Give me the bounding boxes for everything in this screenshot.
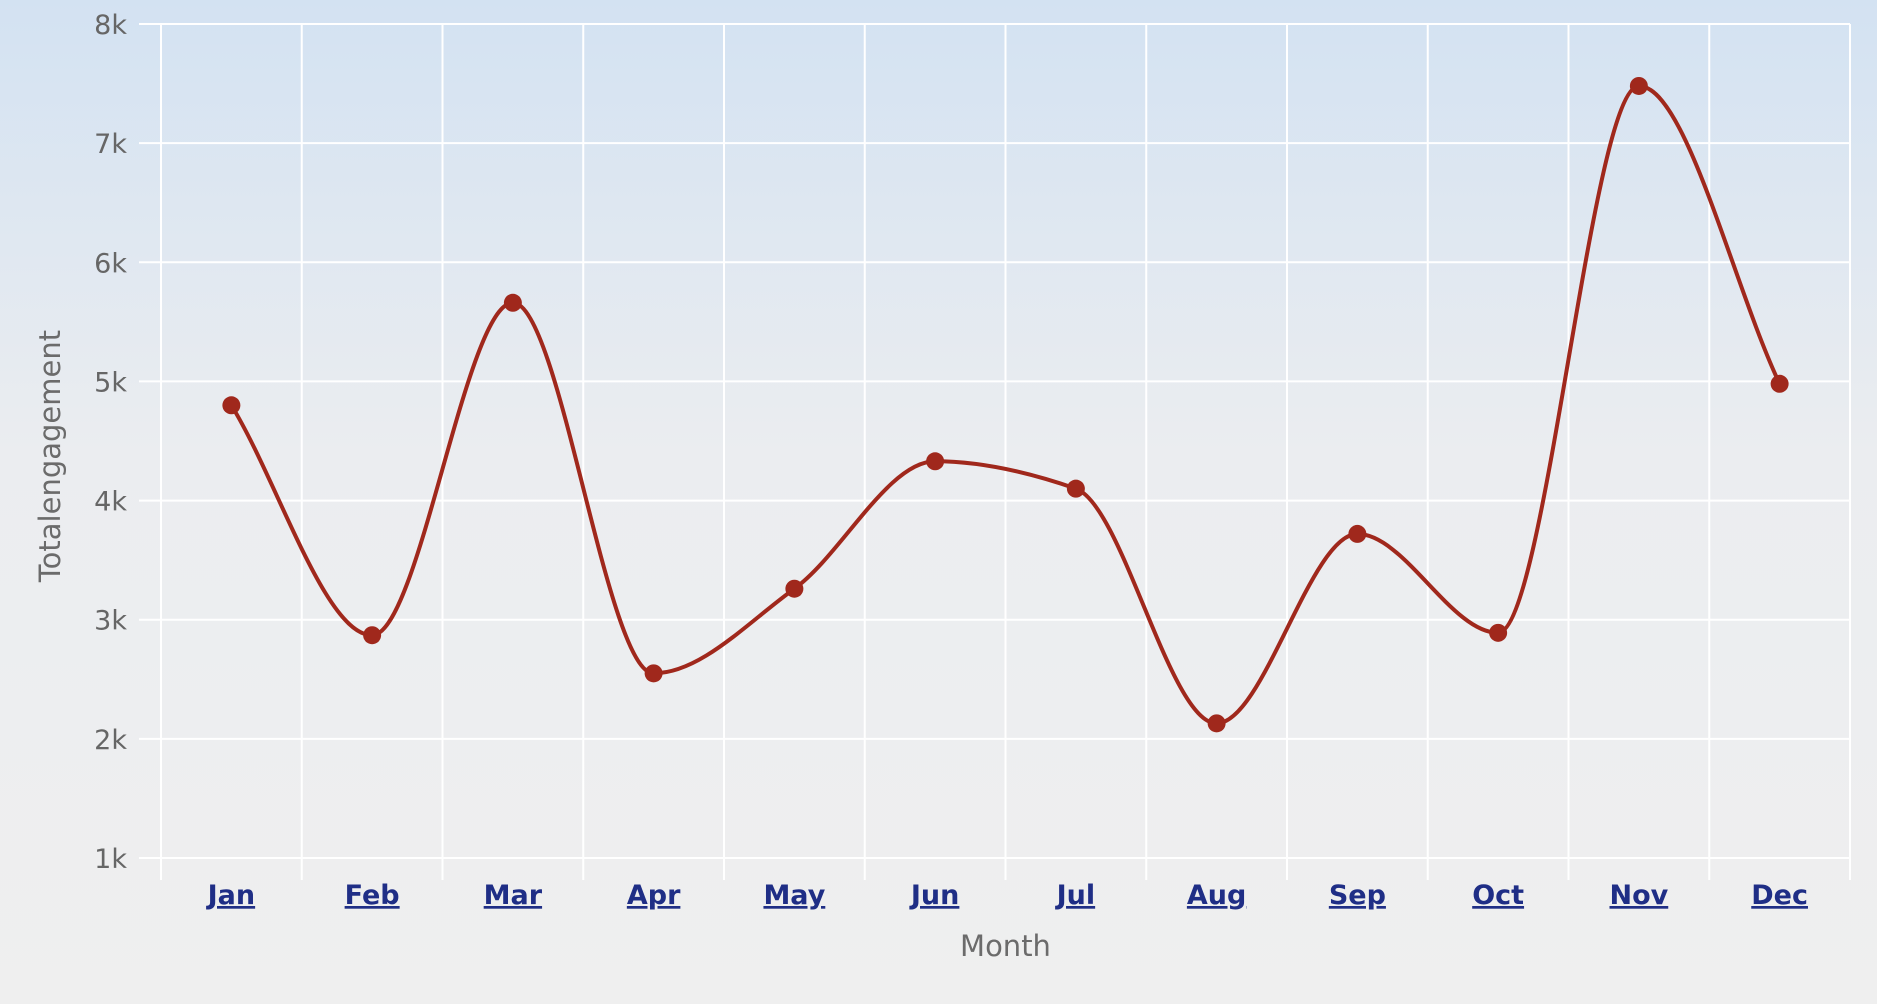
x-tick-label-link[interactable]: Jun xyxy=(909,880,960,911)
y-tick-label: 6k xyxy=(94,248,127,279)
series-line xyxy=(229,83,1782,726)
x-tick-label-link[interactable]: Feb xyxy=(345,880,400,911)
grid xyxy=(160,23,1851,880)
x-tick-label-link[interactable]: Jul xyxy=(1055,880,1096,911)
y-tick-label: 8k xyxy=(94,10,127,41)
data-point-aug[interactable] xyxy=(1207,714,1226,733)
data-point-jul[interactable] xyxy=(1066,479,1085,498)
x-tick-label-link[interactable]: Apr xyxy=(627,880,681,911)
y-tick-label: 5k xyxy=(94,367,127,398)
data-point-sep[interactable] xyxy=(1348,524,1367,543)
data-point-jan[interactable] xyxy=(222,396,241,415)
data-point-dec[interactable] xyxy=(1770,374,1789,393)
data-point-oct[interactable] xyxy=(1489,623,1508,642)
data-point-nov[interactable] xyxy=(1629,76,1648,95)
y-tick-label: 3k xyxy=(94,606,127,637)
x-axis-title: Month xyxy=(960,929,1051,963)
x-tick-label-link[interactable]: Oct xyxy=(1472,880,1524,911)
data-point-apr[interactable] xyxy=(644,664,663,683)
y-tick-label: 4k xyxy=(94,487,127,518)
x-tick-label-link[interactable]: Mar xyxy=(484,880,543,911)
data-point-may[interactable] xyxy=(785,579,804,598)
y-axis-ticks: 1k 2k 3k 4k 5k 6k 7k 8k xyxy=(94,10,161,875)
data-point-feb[interactable] xyxy=(363,626,382,645)
series-markers xyxy=(222,76,1789,733)
x-tick-label-link[interactable]: Nov xyxy=(1610,880,1669,911)
y-tick-label: 2k xyxy=(94,725,127,756)
data-point-mar[interactable] xyxy=(503,293,522,312)
y-axis-title: Totalengagement xyxy=(33,330,67,583)
y-tick-label: 7k xyxy=(94,129,127,160)
y-tick-label: 1k xyxy=(94,844,127,875)
data-point-jun[interactable] xyxy=(926,452,945,471)
x-tick-label-link[interactable]: May xyxy=(763,880,825,911)
x-tick-label-link[interactable]: Dec xyxy=(1751,880,1808,911)
x-tick-label-link[interactable]: Aug xyxy=(1187,880,1246,911)
x-axis-ticks: Jan Feb Mar Apr May Jun Jul Aug Sep Oct Nov Dec xyxy=(206,880,1808,911)
x-tick-label-link[interactable]: Jan xyxy=(206,880,256,911)
x-tick-label-link[interactable]: Sep xyxy=(1329,880,1386,911)
